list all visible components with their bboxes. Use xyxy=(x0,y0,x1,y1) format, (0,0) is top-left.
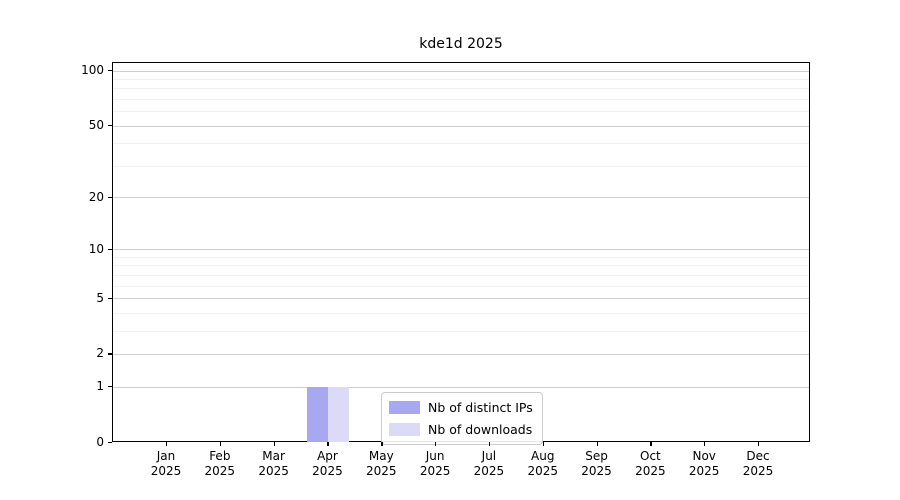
x-tick-month: Jun xyxy=(425,449,445,463)
legend-row: Nb of distinct IPs xyxy=(389,398,533,417)
x-tick-label: Apr 2025 xyxy=(297,449,357,479)
minor-gridline xyxy=(113,312,809,314)
chart-title: kde1d 2025 xyxy=(419,36,503,52)
minor-gridline xyxy=(113,265,809,267)
x-tick-month: Oct xyxy=(640,449,661,463)
y-tick-mark xyxy=(108,353,112,355)
x-tick-month: Aug xyxy=(531,449,555,463)
y-tick-mark xyxy=(108,442,112,444)
y-tick-mark xyxy=(108,196,112,198)
x-tick-mark xyxy=(381,442,383,446)
minor-gridline xyxy=(113,165,809,167)
minor-gridline xyxy=(113,98,809,100)
minor-gridline xyxy=(113,111,809,113)
legend-row: Nb of downloads xyxy=(389,420,533,439)
x-tick-year: 2025 xyxy=(312,464,343,478)
x-tick-label: Aug 2025 xyxy=(513,449,573,479)
x-tick-month: Dec xyxy=(746,449,770,463)
x-tick-mark xyxy=(650,442,652,446)
major-gridline xyxy=(113,353,809,355)
bar-nb-of-downloads xyxy=(328,387,350,442)
x-tick-year: 2025 xyxy=(635,464,666,478)
legend-label: Nb of downloads xyxy=(428,422,533,437)
y-tick-mark xyxy=(108,125,112,127)
x-tick-year: 2025 xyxy=(150,464,182,478)
y-tick-label: 10 xyxy=(88,241,104,256)
x-tick-mark xyxy=(273,442,275,446)
x-tick-month: May xyxy=(368,449,394,463)
x-tick-month: Apr xyxy=(317,449,338,463)
x-tick-label: Jul 2025 xyxy=(459,449,519,479)
x-tick-month: Nov xyxy=(692,449,716,463)
legend-label: Nb of distinct IPs xyxy=(428,400,533,415)
y-tick-label: 100 xyxy=(81,63,104,77)
minor-gridline xyxy=(113,88,809,90)
y-tick-label: 5 xyxy=(96,290,104,305)
y-tick-mark xyxy=(108,248,112,250)
x-tick-year: 2025 xyxy=(527,464,558,478)
x-tick-year: 2025 xyxy=(473,464,505,478)
legend: Nb of distinct IPs Nb of downloads xyxy=(381,392,543,445)
y-tick-mark xyxy=(108,70,112,72)
x-tick-mark xyxy=(435,442,437,446)
y-tick-label: 20 xyxy=(88,189,104,204)
x-tick-label: Mar 2025 xyxy=(244,449,304,479)
x-tick-label: Feb 2025 xyxy=(190,449,250,479)
x-tick-mark xyxy=(596,442,598,446)
x-tick-month: Feb xyxy=(209,449,231,463)
major-gridline xyxy=(113,249,809,251)
x-tick-label: Dec 2025 xyxy=(728,449,788,479)
minor-gridline xyxy=(113,78,809,80)
minor-gridline xyxy=(113,143,809,145)
x-tick-label: Jun 2025 xyxy=(405,449,465,479)
x-tick-mark xyxy=(542,442,545,446)
y-tick-label: 0 xyxy=(96,435,104,449)
legend-swatch xyxy=(389,401,420,414)
minor-gridline xyxy=(113,285,809,287)
x-tick-month: Sep xyxy=(585,449,608,463)
plot-area: Nb of distinct IPs Nb of downloads xyxy=(112,62,810,445)
major-gridline xyxy=(113,298,809,300)
y-tick-label: 2 xyxy=(96,346,104,361)
x-tick-year: 2025 xyxy=(258,464,289,478)
x-tick-label: Oct 2025 xyxy=(620,449,680,479)
x-tick-mark xyxy=(166,442,168,446)
x-tick-mark xyxy=(488,442,491,446)
y-tick-label: 50 xyxy=(88,118,104,133)
minor-gridline xyxy=(113,330,809,332)
x-tick-mark xyxy=(704,442,706,446)
x-tick-year: 2025 xyxy=(365,464,397,478)
x-tick-month: Mar xyxy=(262,449,285,463)
major-gridline xyxy=(113,386,809,388)
major-gridline xyxy=(113,70,809,72)
x-tick-month: Jul xyxy=(481,449,497,463)
x-tick-label: Jan 2025 xyxy=(136,449,196,479)
x-tick-label: May 2025 xyxy=(351,449,411,479)
x-tick-year: 2025 xyxy=(581,464,612,478)
legend-swatch xyxy=(389,423,420,436)
bar-nb-of-distinct-ips xyxy=(307,387,329,442)
x-tick-year: 2025 xyxy=(688,464,720,478)
x-tick-year: 2025 xyxy=(204,464,236,478)
y-tick-label: 1 xyxy=(96,379,104,394)
x-tick-mark xyxy=(327,442,329,446)
x-tick-month: Jan xyxy=(156,449,176,463)
x-tick-label: Sep 2025 xyxy=(567,449,627,479)
y-tick-mark xyxy=(108,297,112,299)
y-tick-mark xyxy=(108,386,112,388)
x-tick-mark xyxy=(219,442,222,446)
minor-gridline xyxy=(113,256,809,258)
x-tick-mark xyxy=(758,442,760,446)
x-tick-year: 2025 xyxy=(419,464,451,478)
x-tick-year: 2025 xyxy=(742,464,774,478)
major-gridline xyxy=(113,197,809,199)
major-gridline xyxy=(113,125,809,127)
minor-gridline xyxy=(113,274,809,276)
x-tick-label: Nov 2025 xyxy=(674,449,734,479)
